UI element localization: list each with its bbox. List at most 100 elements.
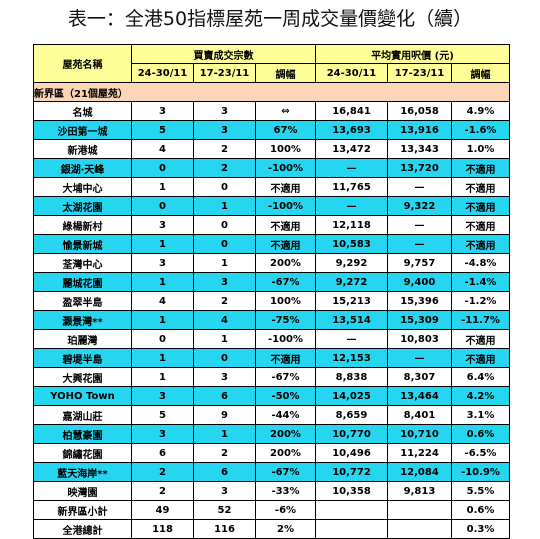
table-row: 盈翠半島 4 2 100% 15,213 15,396 -1.2% — [33, 291, 510, 311]
price-cur-cell: 13,472 — [315, 139, 388, 159]
volume-prev-cell: 6 — [193, 462, 256, 482]
estate-name-cell: 全港總計 — [33, 519, 132, 539]
estate-name-header: 屋苑名稱 — [33, 44, 132, 83]
table-row: 藍天海岸** 2 6 -67% 10,772 12,084 -10.9% — [33, 462, 510, 482]
price-change-cell: 5.5% — [451, 481, 510, 501]
subtotal-row: 新界區小計 49 52 -6% 0.6% — [33, 500, 510, 520]
volume-change-cell: 200% — [255, 443, 316, 463]
price-prev-cell: 10,710 — [387, 424, 452, 444]
estate-name-cell: 盈翠半島 — [33, 291, 132, 311]
estate-name-cell: 沙田第一城 — [33, 120, 132, 140]
estate-name-cell: 大興花園 — [33, 367, 132, 387]
volume-change-header: 調幅 — [255, 63, 316, 83]
price-cur-cell: — — [315, 158, 388, 178]
price-cur-cell: 10,583 — [315, 234, 388, 254]
volume-cur-week-header: 24-30/11 — [131, 63, 194, 83]
volume-change-cell: -67% — [255, 367, 316, 387]
volume-change-cell: 100% — [255, 139, 316, 159]
volume-prev-cell: 2 — [193, 158, 256, 178]
price-prev-cell — [387, 519, 452, 539]
price-prev-cell: — — [387, 177, 452, 197]
price-cur-cell: — — [315, 329, 388, 349]
volume-cur-cell: 1 — [131, 367, 194, 387]
volume-change-cell: 200% — [255, 424, 316, 444]
volume-change-cell: -6% — [255, 500, 316, 520]
volume-cur-cell: 1 — [131, 348, 194, 368]
table-row: 荃灣中心 3 1 200% 9,292 9,757 -4.8% — [33, 253, 510, 273]
price-prev-cell: 12,084 — [387, 462, 452, 482]
volume-prev-cell: 0 — [193, 215, 256, 235]
price-cur-cell: 12,153 — [315, 348, 388, 368]
volume-cur-cell: 3 — [131, 424, 194, 444]
volume-cur-cell: 1 — [131, 310, 194, 330]
price-change-cell: -4.8% — [451, 253, 510, 273]
price-cur-cell: 12,118 — [315, 215, 388, 235]
volume-prev-cell: 0 — [193, 234, 256, 254]
volume-cur-cell: 1 — [131, 272, 194, 292]
price-cur-cell — [315, 500, 388, 520]
estate-name-cell: 愉景新城 — [33, 234, 132, 254]
price-change-cell: 不適用 — [451, 177, 510, 197]
volume-change-cell: -33% — [255, 481, 316, 501]
volume-change-cell: -44% — [255, 405, 316, 425]
price-change-cell: -6.5% — [451, 443, 510, 463]
estate-name-cell: 荃灣中心 — [33, 253, 132, 273]
price-prev-cell: 10,803 — [387, 329, 452, 349]
price-prev-cell: 15,309 — [387, 310, 452, 330]
price-cur-cell: 8,838 — [315, 367, 388, 387]
table-row: 麗城花園 1 3 -67% 9,272 9,400 -1.4% — [33, 272, 510, 292]
volume-change-cell: -100% — [255, 196, 316, 216]
table-row: 大埔中心 1 0 不適用 11,765— 不適用 — [33, 177, 510, 197]
price-prev-week-header: 17-23/11 — [387, 63, 452, 83]
price-cur-cell: 11,765 — [315, 177, 388, 197]
price-change-cell: 不適用 — [451, 329, 510, 349]
price-change-cell: -1.4% — [451, 272, 510, 292]
price-cur-cell: 10,496 — [315, 443, 388, 463]
price-prev-cell: 15,396 — [387, 291, 452, 311]
volume-change-cell: 2% — [255, 519, 316, 539]
price-prev-cell: 13,343 — [387, 139, 452, 159]
section-label: 新界區（21個屋苑） — [33, 82, 510, 102]
table-row: 碧堤半島 1 0 不適用 12,153— 不適用 — [33, 348, 510, 368]
volume-cur-cell: 0 — [131, 158, 194, 178]
price-change-cell: 不適用 — [451, 196, 510, 216]
price-change-header: 調幅 — [451, 63, 510, 83]
volume-prev-cell: 3 — [193, 120, 256, 140]
volume-cur-cell: 1 — [131, 177, 194, 197]
price-cur-cell: 15,213 — [315, 291, 388, 311]
volume-change-cell: -100% — [255, 158, 316, 178]
price-change-cell: -11.7% — [451, 310, 510, 330]
volume-cur-cell: 5 — [131, 120, 194, 140]
estate-name-cell: 柏慧豪園 — [33, 424, 132, 444]
volume-prev-cell: 1 — [193, 253, 256, 273]
volume-change-cell: -67% — [255, 462, 316, 482]
volume-change-cell: 100% — [255, 291, 316, 311]
price-prev-cell: — — [387, 348, 452, 368]
volume-cur-cell: 6 — [131, 443, 194, 463]
price-change-cell: 不適用 — [451, 348, 510, 368]
price-change-cell: 不適用 — [451, 234, 510, 254]
volume-prev-cell: 3 — [193, 272, 256, 292]
estate-name-cell: 新港城 — [33, 139, 132, 159]
price-change-cell: 0.6% — [451, 500, 510, 520]
volume-prev-cell: 2 — [193, 139, 256, 159]
volume-change-cell: -75% — [255, 310, 316, 330]
price-change-cell: -1.6% — [451, 120, 510, 140]
volume-prev-cell: 0 — [193, 177, 256, 197]
volume-change-cell: 不適用 — [255, 215, 316, 235]
estate-name-cell: 麗城花園 — [33, 272, 132, 292]
price-change-cell: 1.0% — [451, 139, 510, 159]
volume-cur-cell: 2 — [131, 481, 194, 501]
volume-cur-cell: 4 — [131, 139, 194, 159]
volume-group-header: 買賣成交宗數 — [131, 44, 316, 64]
volume-cur-cell: 0 — [131, 329, 194, 349]
price-prev-cell: 8,307 — [387, 367, 452, 387]
price-change-cell: -10.9% — [451, 462, 510, 482]
volume-cur-cell: 118 — [131, 519, 194, 539]
volume-prev-cell: 1 — [193, 196, 256, 216]
volume-prev-cell: 2 — [193, 291, 256, 311]
estate-name-cell: 灝景灣** — [33, 310, 132, 330]
estate-name-cell: 碧堤半島 — [33, 348, 132, 368]
volume-prev-cell: 3 — [193, 101, 256, 121]
price-cur-cell: 16,841 — [315, 101, 388, 121]
